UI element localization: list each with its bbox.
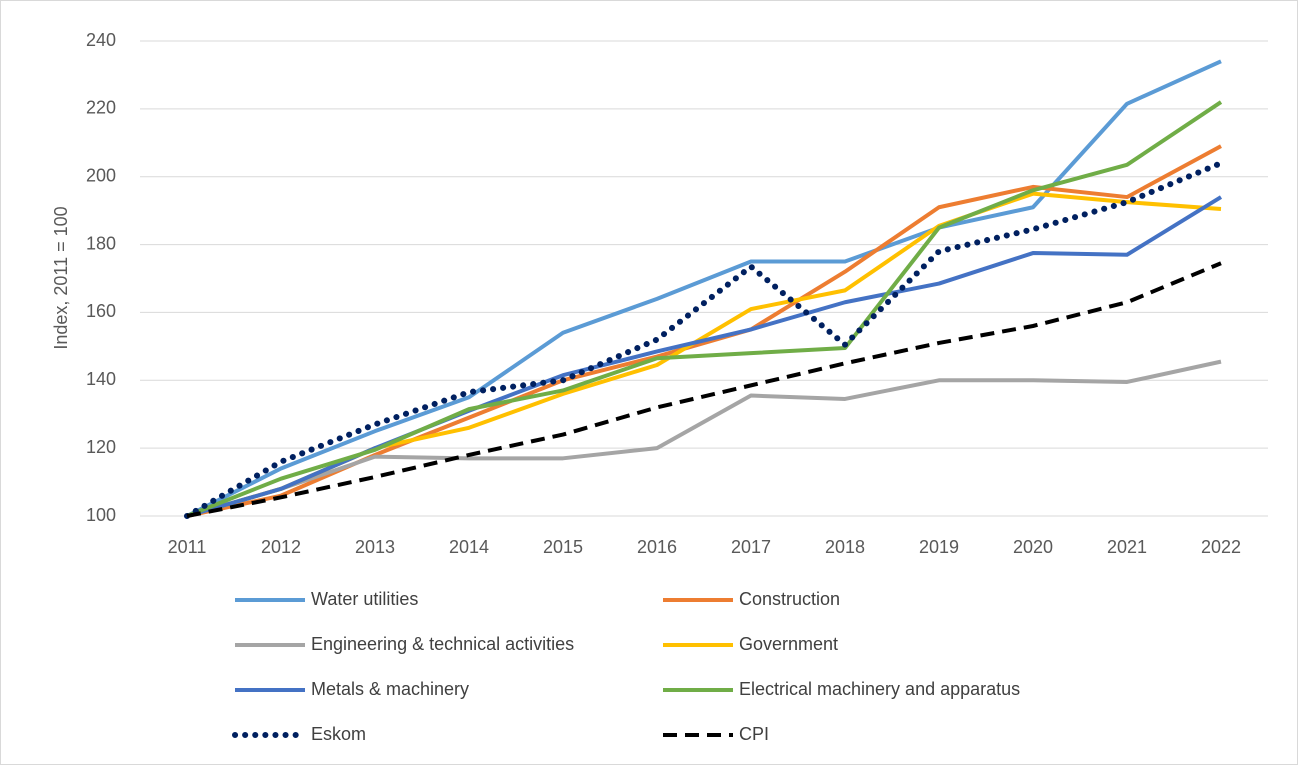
x-tick-label: 2011 bbox=[168, 537, 207, 557]
y-tick-label: 100 bbox=[86, 505, 116, 525]
legend-label: Government bbox=[739, 634, 838, 654]
x-tick-label: 2016 bbox=[637, 537, 677, 557]
y-tick-label: 200 bbox=[86, 165, 116, 185]
y-tick-label: 140 bbox=[86, 369, 116, 389]
y-tick-label: 220 bbox=[86, 98, 116, 118]
series-line bbox=[186, 261, 1222, 518]
x-tick-label: 2021 bbox=[1107, 537, 1147, 557]
x-tick-label: 2015 bbox=[543, 537, 583, 557]
y-tick-label: 180 bbox=[86, 233, 116, 253]
x-tick-label: 2017 bbox=[731, 537, 771, 557]
y-axis-label: Index, 2011 = 100 bbox=[51, 206, 71, 349]
x-tick-label: 2014 bbox=[449, 537, 489, 557]
series-line bbox=[184, 160, 1224, 519]
x-tick-label: 2013 bbox=[355, 537, 395, 557]
legend-label: Eskom bbox=[311, 724, 366, 744]
y-tick-label: 160 bbox=[86, 301, 116, 321]
x-tick-label: 2022 bbox=[1201, 537, 1241, 557]
legend-label: Engineering & technical activities bbox=[311, 634, 574, 654]
y-tick-label: 120 bbox=[86, 437, 116, 457]
x-tick-label: 2018 bbox=[825, 537, 865, 557]
legend-label: Water utilities bbox=[311, 589, 418, 609]
series-line bbox=[186, 100, 1223, 518]
x-tick-label: 2012 bbox=[261, 537, 301, 557]
x-tick-label: 2020 bbox=[1013, 537, 1053, 557]
series-line bbox=[186, 359, 1222, 518]
legend-label: Construction bbox=[739, 589, 840, 609]
legend-label: Electrical machinery and apparatus bbox=[739, 679, 1020, 699]
legend-label: Metals & machinery bbox=[311, 679, 469, 699]
x-tick-label: 2019 bbox=[919, 537, 959, 557]
y-tick-label: 240 bbox=[86, 30, 116, 50]
legend-label: CPI bbox=[739, 724, 769, 744]
